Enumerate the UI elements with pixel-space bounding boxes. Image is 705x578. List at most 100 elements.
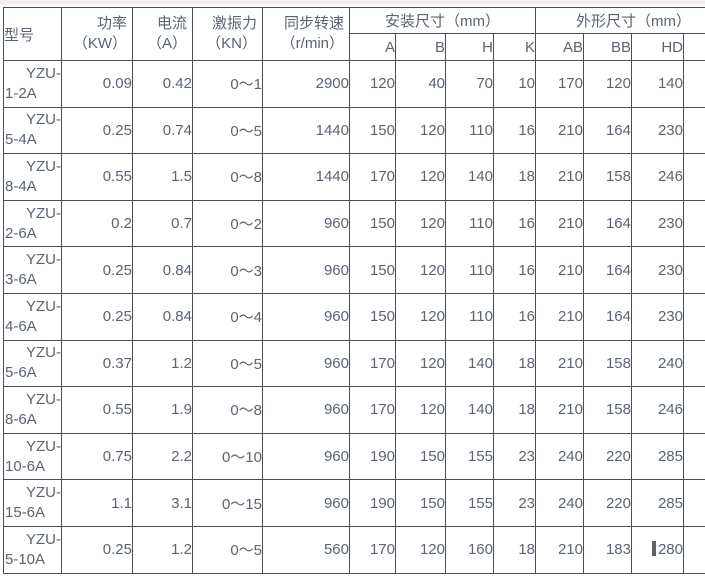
cell-A[interactable]: 190: [349, 479, 396, 527]
cell-current[interactable]: 0.84: [132, 246, 193, 294]
cell-B[interactable]: 120: [395, 106, 446, 155]
cell-HD[interactable]: 280: [631, 525, 684, 574]
cell-AB[interactable]: 210: [535, 106, 584, 155]
cell-excitation-force[interactable]: 0～4: [192, 292, 263, 341]
header-B[interactable]: B: [395, 33, 446, 61]
cell-K[interactable]: 10: [493, 60, 536, 108]
header-A[interactable]: A: [349, 33, 396, 61]
cell-sync-speed[interactable]: 960: [262, 339, 350, 388]
cell-excitation-force[interactable]: 0～15: [192, 479, 263, 527]
cell-BB[interactable]: 164: [583, 106, 632, 155]
cell-B[interactable]: 120: [395, 246, 446, 294]
cell-sync-speed[interactable]: 960: [262, 292, 350, 341]
cell-cutoff-column[interactable]: [683, 60, 705, 108]
cell-model[interactable]: YZU- 1-2A: [3, 60, 62, 108]
cell-model[interactable]: YZU- 8-4A: [3, 153, 62, 201]
cell-H[interactable]: 140: [445, 153, 494, 201]
cell-K[interactable]: 23: [493, 432, 536, 481]
cell-HD[interactable]: 240: [631, 339, 684, 388]
cell-current[interactable]: 0.74: [132, 106, 193, 155]
cell-AB[interactable]: 210: [535, 386, 584, 434]
cell-K[interactable]: 18: [493, 153, 536, 201]
cell-cutoff-column[interactable]: [683, 386, 705, 434]
cell-H[interactable]: 110: [445, 106, 494, 155]
cell-BB[interactable]: 158: [583, 386, 632, 434]
cell-sync-speed[interactable]: 960: [262, 432, 350, 481]
cell-A[interactable]: 150: [349, 292, 396, 341]
cell-power[interactable]: 0.75: [61, 432, 133, 481]
cell-BB[interactable]: 158: [583, 153, 632, 201]
cell-power[interactable]: 0.55: [61, 386, 133, 434]
cell-HD[interactable]: 285: [631, 432, 684, 481]
cell-HD[interactable]: 230: [631, 246, 684, 294]
cell-excitation-force[interactable]: 0～3: [192, 246, 263, 294]
cell-sync-speed[interactable]: 1440: [262, 106, 350, 155]
header-K[interactable]: K: [493, 33, 536, 61]
cell-current[interactable]: 0.42: [132, 60, 193, 108]
cell-AB[interactable]: 210: [535, 153, 584, 201]
cell-cutoff-column[interactable]: [683, 339, 705, 388]
cell-current[interactable]: 1.5: [132, 153, 193, 201]
cell-K[interactable]: 16: [493, 292, 536, 341]
cell-BB[interactable]: 164: [583, 199, 632, 248]
cell-B[interactable]: 120: [395, 386, 446, 434]
cell-A[interactable]: 190: [349, 432, 396, 481]
cell-model[interactable]: YZU- 5-6A: [3, 339, 62, 388]
cell-cutoff-column[interactable]: [683, 432, 705, 481]
cell-AB[interactable]: 240: [535, 432, 584, 481]
cell-power[interactable]: 0.2: [61, 199, 133, 248]
cell-power[interactable]: 1.1: [61, 479, 133, 527]
cell-cutoff-column[interactable]: [683, 292, 705, 341]
cell-excitation-force[interactable]: 0～5: [192, 106, 263, 155]
cell-BB[interactable]: 220: [583, 479, 632, 527]
cell-sync-speed[interactable]: 1440: [262, 153, 350, 201]
cell-current[interactable]: 0.7: [132, 199, 193, 248]
cell-model[interactable]: YZU- 3-6A: [3, 246, 62, 294]
cell-BB[interactable]: 220: [583, 432, 632, 481]
cell-B[interactable]: 150: [395, 479, 446, 527]
cell-excitation-force[interactable]: 0～2: [192, 199, 263, 248]
cell-current[interactable]: 3.1: [132, 479, 193, 527]
cell-cutoff-column[interactable]: [683, 246, 705, 294]
cell-sync-speed[interactable]: 960: [262, 479, 350, 527]
cell-B[interactable]: 150: [395, 432, 446, 481]
cell-model[interactable]: YZU- 5-10A: [3, 525, 62, 574]
cell-HD[interactable]: 140: [631, 60, 684, 108]
cell-model[interactable]: YZU- 2-6A: [3, 199, 62, 248]
cell-current[interactable]: 1.9: [132, 386, 193, 434]
cell-excitation-force[interactable]: 0～8: [192, 386, 263, 434]
cell-current[interactable]: 1.2: [132, 339, 193, 388]
cell-HD[interactable]: 246: [631, 386, 684, 434]
cell-A[interactable]: 170: [349, 525, 396, 574]
cell-model[interactable]: YZU- 8-6A: [3, 386, 62, 434]
cell-sync-speed[interactable]: 960: [262, 246, 350, 294]
header-model[interactable]: 型号: [3, 7, 62, 61]
cell-AB[interactable]: 210: [535, 339, 584, 388]
cell-H[interactable]: 140: [445, 386, 494, 434]
cell-power[interactable]: 0.25: [61, 246, 133, 294]
cell-sync-speed[interactable]: 960: [262, 199, 350, 248]
header-AB[interactable]: AB: [535, 33, 584, 61]
cell-B[interactable]: 40: [395, 60, 446, 108]
cell-sync-speed[interactable]: 2900: [262, 60, 350, 108]
cell-A[interactable]: 150: [349, 246, 396, 294]
header-sync-speed[interactable]: 同步转速 （r/min）: [262, 7, 350, 61]
cell-AB[interactable]: 170: [535, 60, 584, 108]
cell-cutoff-column[interactable]: [683, 479, 705, 527]
cell-power[interactable]: 0.25: [61, 106, 133, 155]
cell-cutoff-column[interactable]: [683, 106, 705, 155]
cell-BB[interactable]: 158: [583, 339, 632, 388]
cell-excitation-force[interactable]: 0～1: [192, 60, 263, 108]
cell-AB[interactable]: 210: [535, 199, 584, 248]
cell-BB[interactable]: 164: [583, 292, 632, 341]
cell-sync-speed[interactable]: 560: [262, 525, 350, 574]
cell-model[interactable]: YZU- 10-6A: [3, 432, 62, 481]
cell-H[interactable]: 110: [445, 246, 494, 294]
cell-sync-speed[interactable]: 960: [262, 386, 350, 434]
cell-power[interactable]: 0.37: [61, 339, 133, 388]
cell-AB[interactable]: 210: [535, 246, 584, 294]
cell-current[interactable]: 1.2: [132, 525, 193, 574]
cell-current[interactable]: 0.84: [132, 292, 193, 341]
cell-power[interactable]: 0.55: [61, 153, 133, 201]
cell-B[interactable]: 120: [395, 153, 446, 201]
